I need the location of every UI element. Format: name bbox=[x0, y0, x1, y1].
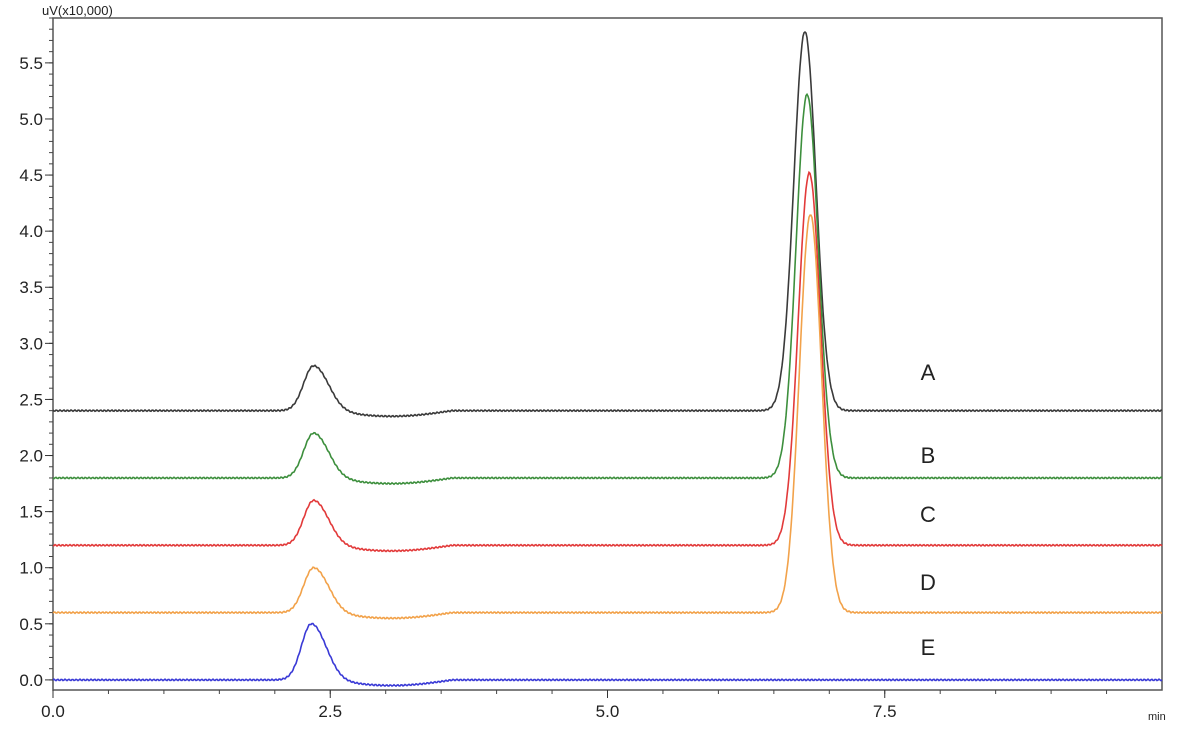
series-line-b bbox=[52, 92, 1163, 486]
y-tick-label: 5.5 bbox=[19, 54, 43, 73]
x-tick-label: 5.0 bbox=[596, 702, 620, 721]
series-line-c bbox=[52, 170, 1163, 553]
y-tick-label: 3.5 bbox=[19, 278, 43, 297]
y-tick-label: 5.0 bbox=[19, 110, 43, 129]
y-tick-label: 4.5 bbox=[19, 166, 43, 185]
series-label-e: E bbox=[921, 635, 936, 660]
x-tick-label: 0.0 bbox=[41, 702, 65, 721]
y-tick-label: 1.5 bbox=[19, 503, 43, 522]
y-tick-label: 1.0 bbox=[19, 559, 43, 578]
series-label-c: C bbox=[920, 502, 936, 527]
x-tick-label: 7.5 bbox=[873, 702, 897, 721]
y-axis-label: uV(x10,000) bbox=[42, 3, 113, 18]
y-tick-label: 3.0 bbox=[19, 334, 43, 353]
series-line-a bbox=[52, 31, 1162, 418]
series-line-e bbox=[52, 622, 1163, 688]
series-label-a: A bbox=[921, 360, 936, 385]
plot-frame bbox=[52, 17, 1163, 691]
y-tick-label: 2.5 bbox=[19, 390, 43, 409]
x-tick-label: 2.5 bbox=[318, 702, 342, 721]
series-label-b: B bbox=[921, 443, 936, 468]
y-tick-label: 2.0 bbox=[19, 447, 43, 466]
y-tick-label: 0.0 bbox=[19, 671, 43, 690]
series-label-d: D bbox=[920, 570, 936, 595]
series-line-d bbox=[52, 214, 1163, 620]
y-tick-label: 0.5 bbox=[19, 615, 43, 634]
y-tick-label: 4.0 bbox=[19, 222, 43, 241]
x-axis-label: min bbox=[1148, 711, 1166, 723]
